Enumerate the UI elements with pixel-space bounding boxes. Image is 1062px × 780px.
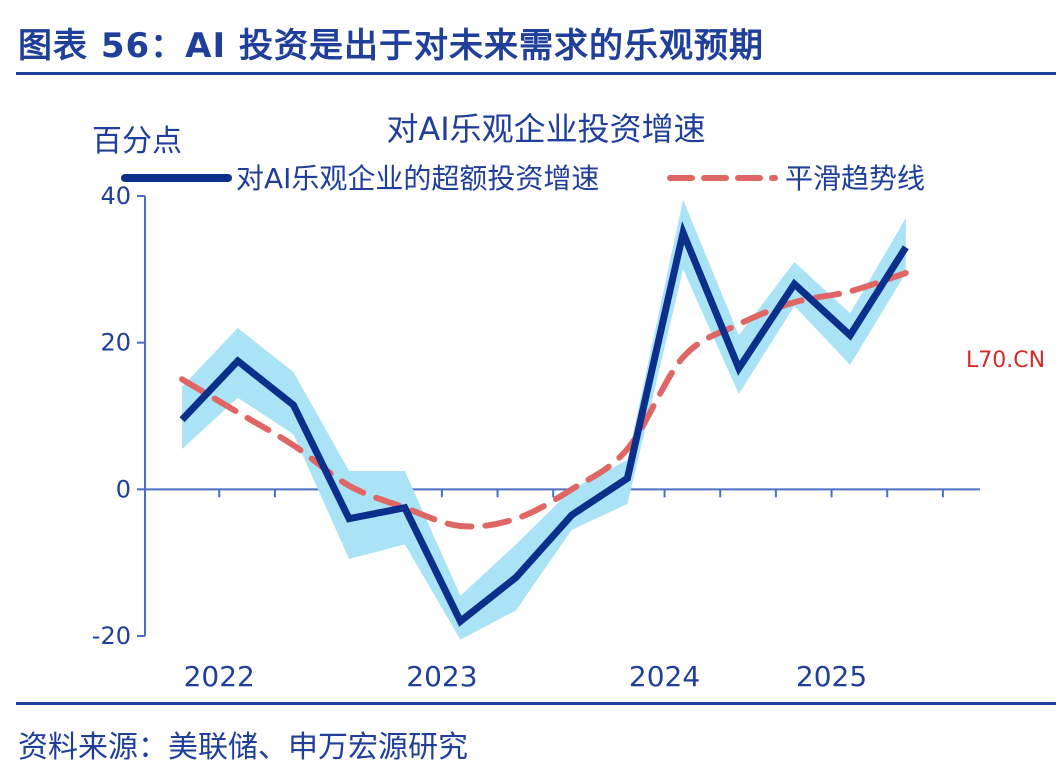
main-series-line [179, 221, 909, 627]
watermark-text: L70.CN [966, 348, 1046, 373]
figure-title: 图表 56：AI 投资是出于对未来需求的乐观预期 [18, 26, 764, 66]
x-tick-label: 2024 [629, 660, 700, 693]
legend-label-trend: 平滑趋势线 [785, 162, 925, 195]
line-chart: -20 0 20 40 2022 2023 2024 2025 对AI乐观企业的超额投资增速 平滑… [92, 162, 980, 693]
y-tick-label: 0 [116, 475, 131, 503]
x-tick-label: 2022 [184, 660, 255, 693]
confidence-band [182, 199, 906, 640]
x-tick-label: 2025 [796, 660, 867, 693]
y-tick-label: 20 [100, 329, 131, 357]
y-axis-unit-label: 百分点 [92, 124, 182, 159]
source-note: 资料来源：美联储、申万宏源研究 [18, 730, 468, 765]
legend-label-main: 对AI乐观企业的超额投资增速 [236, 162, 599, 195]
top-divider [16, 72, 1056, 75]
y-tick-label: 40 [100, 182, 131, 210]
chart-title: 对AI乐观企业投资增速 [386, 110, 706, 148]
y-tick-label: -20 [92, 622, 131, 650]
x-tick-label: 2023 [406, 660, 477, 693]
bottom-divider [16, 702, 1056, 705]
